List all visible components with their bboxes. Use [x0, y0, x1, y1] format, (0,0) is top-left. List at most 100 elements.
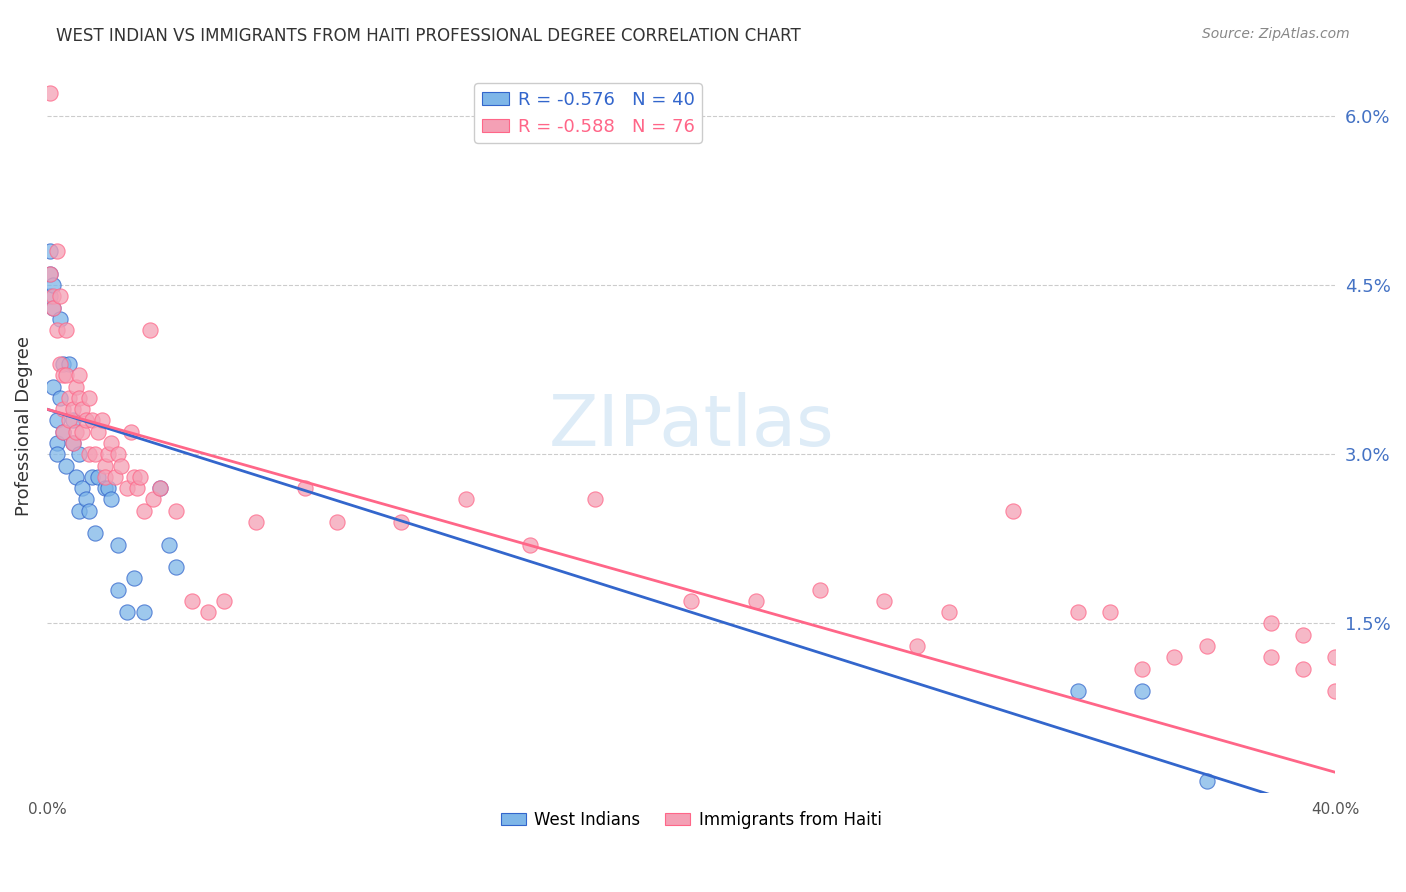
- Point: [120, 425, 142, 439]
- Point: [52, 425, 75, 439]
- Text: Source: ZipAtlas.com: Source: ZipAtlas.com: [1202, 27, 1350, 41]
- Point: [117, 605, 139, 619]
- Point: [117, 481, 139, 495]
- Point: [1324, 650, 1347, 665]
- Text: WEST INDIAN VS IMMIGRANTS FROM HAITI PROFESSIONAL DEGREE CORRELATION CHART: WEST INDIAN VS IMMIGRANTS FROM HAITI PRO…: [56, 27, 801, 45]
- Point: [938, 605, 960, 619]
- Point: [132, 504, 155, 518]
- Point: [49, 312, 72, 326]
- Point: [1260, 650, 1282, 665]
- Point: [65, 470, 87, 484]
- Point: [97, 447, 120, 461]
- Point: [1195, 774, 1218, 789]
- Point: [519, 537, 541, 551]
- Point: [1098, 605, 1121, 619]
- Point: [67, 368, 90, 383]
- Point: [139, 323, 162, 337]
- Point: [62, 413, 84, 427]
- Point: [80, 413, 103, 427]
- Point: [80, 470, 103, 484]
- Point: [39, 87, 62, 101]
- Point: [100, 492, 122, 507]
- Point: [72, 481, 94, 495]
- Point: [132, 605, 155, 619]
- Point: [681, 594, 703, 608]
- Point: [122, 470, 145, 484]
- Point: [107, 447, 129, 461]
- Point: [58, 391, 80, 405]
- Point: [45, 323, 67, 337]
- Point: [77, 447, 100, 461]
- Point: [67, 447, 90, 461]
- Point: [87, 425, 110, 439]
- Point: [165, 560, 187, 574]
- Point: [55, 458, 77, 473]
- Point: [110, 458, 132, 473]
- Point: [97, 481, 120, 495]
- Point: [58, 357, 80, 371]
- Point: [45, 447, 67, 461]
- Point: [77, 504, 100, 518]
- Point: [180, 594, 202, 608]
- Point: [94, 458, 117, 473]
- Point: [142, 492, 165, 507]
- Point: [62, 402, 84, 417]
- Point: [149, 481, 172, 495]
- Point: [42, 289, 65, 303]
- Point: [52, 357, 75, 371]
- Point: [294, 481, 316, 495]
- Point: [52, 402, 75, 417]
- Point: [1195, 639, 1218, 653]
- Point: [1067, 605, 1090, 619]
- Point: [744, 594, 766, 608]
- Point: [94, 470, 117, 484]
- Point: [75, 492, 97, 507]
- Point: [67, 391, 90, 405]
- Point: [49, 391, 72, 405]
- Point: [808, 582, 831, 597]
- Point: [52, 368, 75, 383]
- Point: [84, 447, 107, 461]
- Point: [122, 571, 145, 585]
- Point: [1067, 684, 1090, 698]
- Point: [49, 357, 72, 371]
- Point: [55, 368, 77, 383]
- Point: [245, 515, 267, 529]
- Point: [39, 244, 62, 259]
- Point: [75, 413, 97, 427]
- Point: [45, 436, 67, 450]
- Point: [65, 379, 87, 393]
- Point: [42, 379, 65, 393]
- Point: [1130, 662, 1153, 676]
- Point: [52, 425, 75, 439]
- Point: [149, 481, 172, 495]
- Text: ZIPatlas: ZIPatlas: [548, 392, 834, 460]
- Point: [45, 244, 67, 259]
- Point: [67, 504, 90, 518]
- Point: [87, 470, 110, 484]
- Point: [42, 301, 65, 315]
- Point: [45, 413, 67, 427]
- Point: [454, 492, 477, 507]
- Point: [157, 537, 180, 551]
- Point: [1292, 662, 1315, 676]
- Point: [84, 526, 107, 541]
- Point: [1163, 650, 1185, 665]
- Point: [55, 323, 77, 337]
- Point: [42, 278, 65, 293]
- Point: [905, 639, 928, 653]
- Point: [1260, 616, 1282, 631]
- Point: [49, 289, 72, 303]
- Point: [72, 425, 94, 439]
- Point: [1002, 504, 1025, 518]
- Point: [58, 413, 80, 427]
- Point: [125, 481, 148, 495]
- Point: [1357, 706, 1379, 721]
- Point: [326, 515, 349, 529]
- Legend: West Indians, Immigrants from Haiti: West Indians, Immigrants from Haiti: [494, 805, 889, 836]
- Point: [165, 504, 187, 518]
- Point: [1292, 628, 1315, 642]
- Point: [583, 492, 606, 507]
- Point: [212, 594, 235, 608]
- Point: [62, 436, 84, 450]
